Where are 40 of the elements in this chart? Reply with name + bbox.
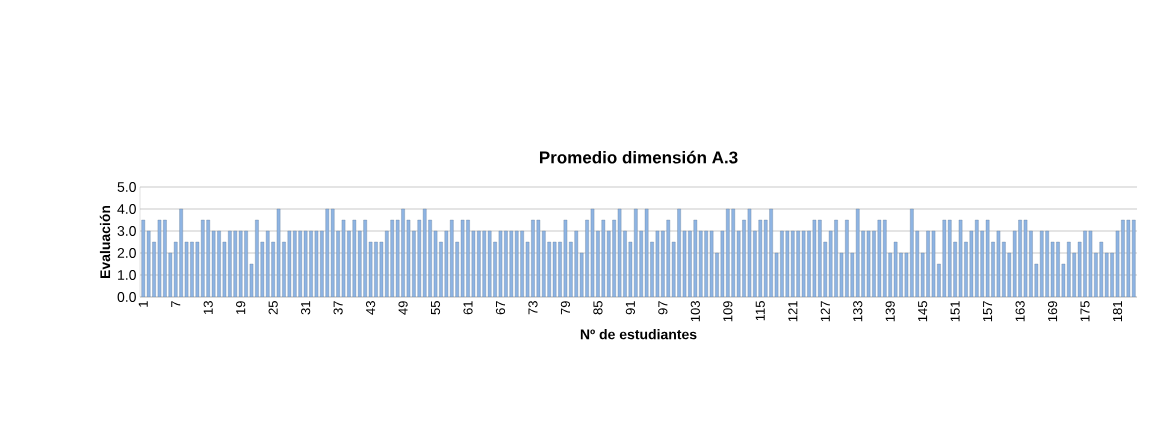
x-tick-label: 73 (528, 301, 538, 315)
x-tick-label: 1 (138, 301, 148, 307)
x-tick-label: 85 (593, 301, 603, 315)
y-tick-label: 2.0 (117, 248, 136, 258)
y-tick-label: 3.0 (117, 226, 136, 236)
x-tick-label: 49 (398, 301, 408, 315)
x-tick-label: 7 (171, 301, 181, 308)
x-tick-label: 145 (918, 301, 928, 322)
x-tick-label: 127 (820, 301, 830, 322)
x-tick-label: 97 (658, 301, 668, 315)
x-tick-label: 133 (853, 301, 863, 322)
x-axis-title: Nº de estudiantes (580, 329, 697, 340)
x-tick-label: 175 (1080, 301, 1090, 322)
x-tick-label: 115 (755, 301, 765, 321)
x-tick-label: 61 (463, 301, 473, 315)
x-tick-label: 25 (268, 301, 278, 315)
x-tick-label: 67 (495, 301, 506, 315)
y-tick-label: 0.0 (117, 292, 136, 302)
x-tick-label: 163 (1015, 301, 1025, 322)
x-tick-label: 37 (333, 301, 343, 315)
x-tick-label: 121 (788, 301, 798, 322)
x-tick-label: 109 (723, 301, 733, 322)
x-tick-label: 31 (301, 301, 311, 315)
x-tick-label: 151 (950, 301, 960, 322)
x-tick-label: 43 (365, 301, 376, 315)
x-tick-label: 55 (431, 301, 441, 315)
chart-title: Promedio dimensión A.3 (539, 150, 738, 164)
x-tick-label: 139 (885, 301, 895, 322)
x-tick-label: 13 (203, 301, 213, 314)
x-tick-label: 91 (625, 301, 635, 315)
x-tick-label: 169 (1047, 301, 1058, 322)
x-tick-label: 181 (1112, 301, 1123, 322)
x-tick-label: 19 (236, 301, 246, 314)
x-tick-label: 103 (690, 301, 700, 322)
x-tick-label: 79 (560, 301, 571, 315)
y-tick-label: 4.0 (117, 204, 136, 214)
x-tick-label: 157 (983, 301, 993, 322)
y-tick-label: 1.0 (118, 270, 136, 280)
y-tick-label: 5.0 (117, 182, 136, 192)
y-axis-title: Evaluación (99, 205, 111, 279)
